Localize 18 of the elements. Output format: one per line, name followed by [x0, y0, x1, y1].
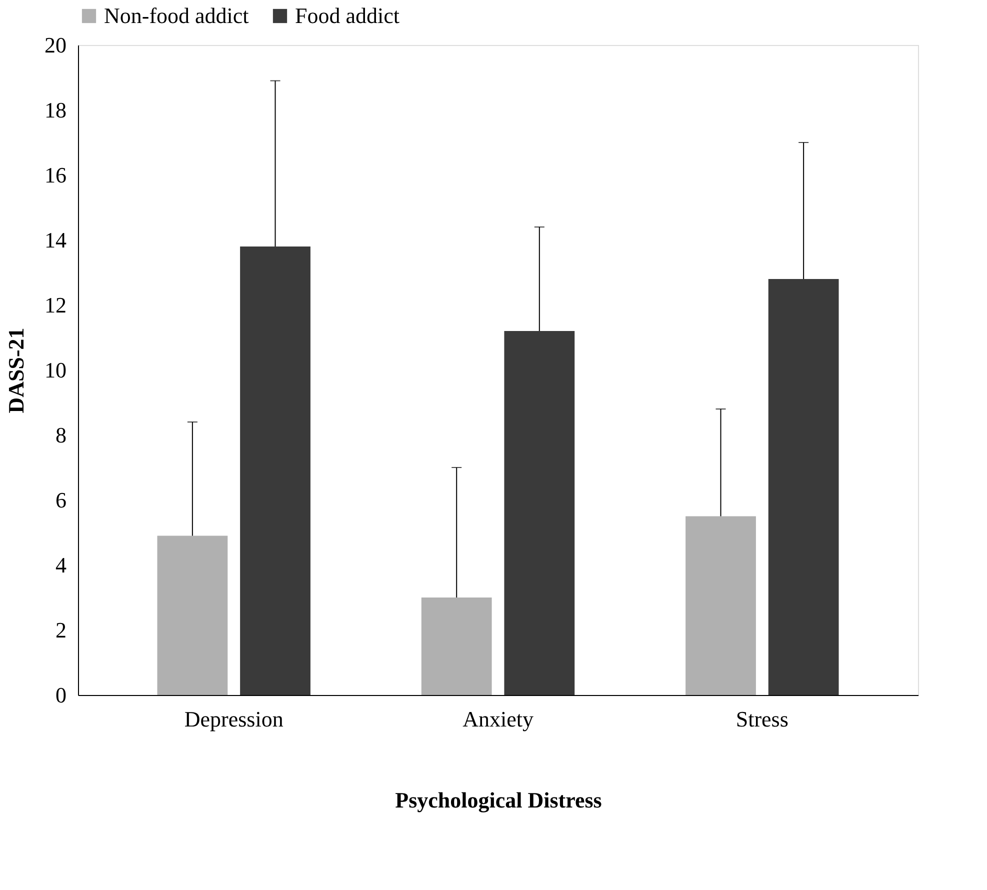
- y-tick-label: 14: [44, 228, 66, 252]
- legend-label: Non-food addict: [104, 3, 249, 28]
- y-tick-label: 16: [44, 162, 66, 188]
- y-tick-label: 12: [44, 292, 66, 318]
- y-tick-label: 10: [44, 358, 66, 382]
- y-tick-label: 20: [44, 32, 66, 58]
- legend-label: Food addict: [295, 3, 400, 28]
- y-tick-label: 2: [56, 618, 66, 642]
- y-tick-label: 0: [56, 682, 66, 708]
- y-axis-title: DASS-21: [4, 328, 28, 414]
- x-tick-label: Depression: [184, 706, 284, 732]
- x-tick-label: Stress: [736, 706, 788, 732]
- y-tick-label: 4: [56, 552, 66, 578]
- x-axis-title: Psychological Distress: [395, 788, 602, 812]
- y-tick-label: 8: [56, 422, 66, 448]
- x-tick-label: Anxiety: [462, 706, 534, 732]
- y-tick-label: 18: [44, 98, 66, 122]
- y-tick-label: 6: [56, 488, 66, 512]
